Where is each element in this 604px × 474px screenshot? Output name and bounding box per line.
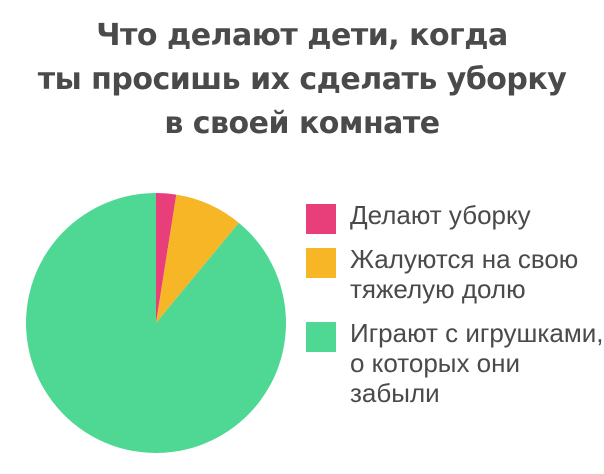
legend-item-complaining: Жалуются на свою тяжелую долю — [306, 244, 602, 304]
pie-slice-cleaning — [156, 193, 177, 323]
legend-label-playing-line-2: о которых они — [350, 348, 521, 378]
pie-slice-complaining — [156, 194, 239, 323]
legend-label-cleaning-line-1: Делают уборку — [350, 200, 531, 230]
legend-swatch-complaining — [306, 248, 336, 278]
legend-item-cleaning: Делают уборку — [306, 200, 602, 234]
legend-label-playing-line-1: Играют с игрушками, — [350, 318, 604, 348]
pie-chart — [25, 193, 287, 454]
legend-item-playing: Играют с игрушками, о которых они забыли — [306, 318, 604, 408]
chart-legend: Делают уборку Жалуются на свою тяжелую д… — [306, 200, 604, 422]
chart-title-line-2: ты просишь их сделать уборку — [37, 62, 567, 97]
pie-slice-playing — [25, 193, 287, 454]
chart-title-line-3: в своей комнате — [164, 106, 440, 141]
legend-label-complaining-line-2: тяжелую долю — [350, 274, 526, 304]
legend-swatch-cleaning — [306, 204, 336, 234]
legend-swatch-playing — [306, 322, 336, 352]
chart-title-line-1: Что делают дети, когда — [96, 18, 508, 53]
chart-title: Что делают дети, когда ты просишь их сде… — [0, 14, 604, 146]
legend-label-complaining-line-1: Жалуются на свою — [350, 244, 579, 274]
legend-label-playing-line-3: забыли — [350, 378, 440, 408]
